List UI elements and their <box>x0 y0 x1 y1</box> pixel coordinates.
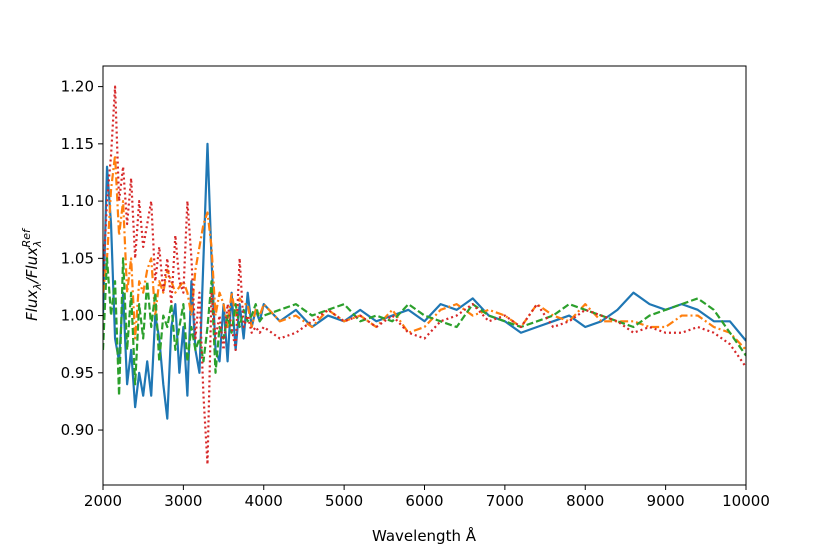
y-axis-label-part: λ <box>31 240 44 248</box>
y-axis-label-part: Flux <box>23 290 41 321</box>
series-line <box>103 142 746 420</box>
x-tick-label: 5000 <box>325 492 363 510</box>
y-tick-label: 0.95 <box>61 364 94 382</box>
series-line <box>103 154 746 351</box>
x-axis-label: Wavelength Å <box>372 526 477 545</box>
series-line <box>103 85 746 466</box>
y-tick-label: 1.20 <box>61 78 94 96</box>
y-axis-label: Fluxλ/FluxλRef <box>20 227 44 321</box>
x-tick-label: 2000 <box>84 492 122 510</box>
x-tick-label: 7000 <box>486 492 524 510</box>
x-tick-label: 3000 <box>164 492 202 510</box>
x-tick-label: 10000 <box>722 492 770 510</box>
series-line <box>103 257 746 397</box>
y-tick-label: 1.15 <box>61 135 94 153</box>
y-axis-label-part: λ <box>31 283 44 291</box>
y-tick-label: 1.10 <box>61 192 94 210</box>
x-tick-label: 4000 <box>245 492 283 510</box>
y-tick-label: 1.05 <box>61 249 94 267</box>
y-axis-label-part: /Flux <box>23 247 41 285</box>
y-axis-label-part: Ref <box>20 227 33 247</box>
x-tick-label: 9000 <box>647 492 685 510</box>
y-tick-label: 1.00 <box>61 307 94 325</box>
x-tick-label: 6000 <box>405 492 443 510</box>
plot-area <box>103 85 746 466</box>
y-tick-label: 0.90 <box>61 421 94 439</box>
x-tick-label: 8000 <box>566 492 604 510</box>
